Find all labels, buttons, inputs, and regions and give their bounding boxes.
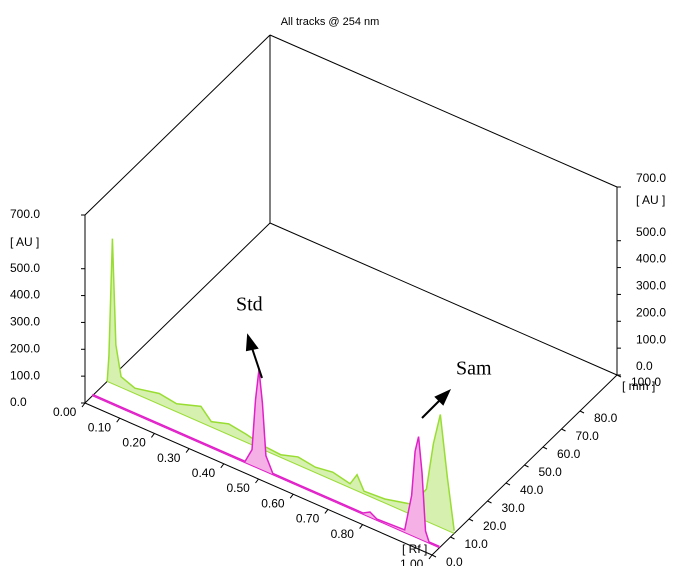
- x-tick: [428, 554, 433, 560]
- z-axis-label: [ mm ]: [622, 379, 655, 393]
- box-edge: [269, 34, 618, 188]
- z-tick: [468, 518, 474, 522]
- z-tick-label: 40.0: [520, 483, 544, 497]
- chart-title: All tracks @ 254 nm: [281, 16, 380, 28]
- z-tick: [505, 482, 511, 486]
- y-tick-label: 100.0: [10, 368, 40, 382]
- z-tick: [579, 410, 585, 414]
- z-tick: [431, 554, 437, 558]
- x-tick: [255, 478, 259, 484]
- z-tick-label: 20.0: [483, 519, 507, 533]
- y2-tick-label: 500.0: [636, 225, 666, 239]
- x-tick: [81, 402, 86, 408]
- y-tick-label: 200.0: [10, 341, 40, 355]
- y2-tick-label: 0.0: [636, 359, 653, 373]
- annotation: Std: [236, 294, 263, 316]
- z-tick: [561, 428, 566, 432]
- box-edge: [84, 34, 271, 216]
- x-tick-label: 0.60: [261, 496, 285, 510]
- annotation: Sam: [456, 358, 492, 380]
- y-tick-label: 300.0: [10, 315, 40, 329]
- z-tick: [450, 536, 455, 540]
- track-line: [92, 369, 440, 548]
- x-axis-label: [ Rf ]: [402, 542, 427, 556]
- track-baseline: [92, 395, 440, 549]
- z-tick-label: 60.0: [557, 447, 581, 461]
- x-tick: [289, 493, 294, 499]
- y2-tick-label: 100.0: [636, 332, 666, 346]
- track-line: [106, 238, 455, 531]
- y-axis-label: [ AU ]: [10, 235, 39, 249]
- z-tick-label: 50.0: [539, 465, 563, 479]
- y2-axis-label: [ AU ]: [636, 193, 665, 207]
- z-tick-label: 10.0: [465, 537, 489, 551]
- x-tick-label: 0.30: [157, 451, 181, 465]
- z-tick-label: 70.0: [576, 429, 600, 443]
- z-tick-label: 100.0: [631, 375, 661, 389]
- y2-tick-label: 200.0: [636, 305, 666, 319]
- x-tick-label: 0.10: [88, 420, 112, 434]
- z-tick: [524, 464, 529, 468]
- x-tick: [116, 417, 121, 423]
- z-tick: [542, 446, 548, 450]
- x-tick-label: 0.70: [296, 512, 320, 526]
- z-tick-label: 80.0: [594, 411, 618, 425]
- x-tick: [150, 433, 155, 438]
- z-tick-label: 30.0: [502, 501, 526, 515]
- arrows: [245, 333, 452, 419]
- y2-tick-label: 700.0: [636, 171, 666, 185]
- area-fill: [92, 369, 440, 548]
- box-edge: [269, 222, 618, 376]
- x-tick-label: 0.80: [331, 527, 355, 541]
- x-tick: [359, 524, 364, 529]
- z-tick: [616, 374, 622, 378]
- z-tick: [487, 500, 492, 504]
- x-tick-label: 0.40: [192, 466, 216, 480]
- x-tick-label: 1.00: [400, 557, 424, 566]
- z-tick-label: 0.0: [446, 555, 463, 566]
- y-tick-label: 700.0: [10, 207, 40, 221]
- y2-tick-label: 300.0: [636, 279, 666, 293]
- y2-tick-label: 400.0: [636, 252, 666, 266]
- x-tick: [324, 509, 329, 514]
- y-tick-label: 0.0: [10, 395, 27, 409]
- x-tick-label: 0.00: [53, 405, 77, 419]
- x-tick: [185, 448, 190, 453]
- x-tick-label: 0.20: [122, 436, 146, 450]
- y-tick-label: 400.0: [10, 288, 40, 302]
- y-tick-label: 500.0: [10, 261, 40, 275]
- x-tick: [220, 463, 225, 469]
- track-baseline: [106, 380, 455, 534]
- x-tick-label: 0.50: [227, 481, 251, 495]
